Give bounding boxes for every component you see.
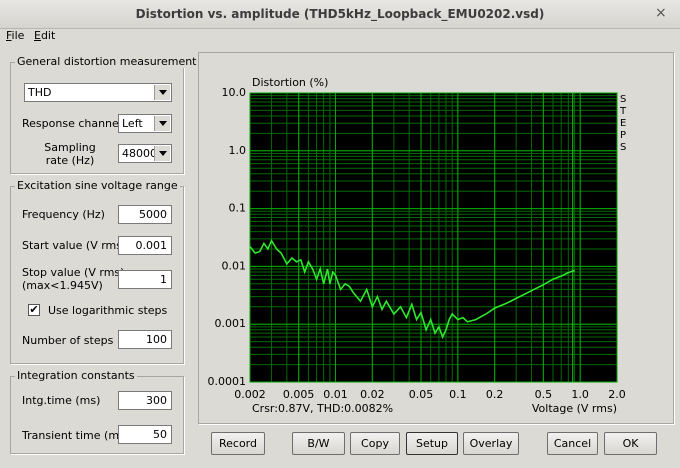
cursor-readout: Crsr:0.87V, THD:0.0082% <box>252 402 393 415</box>
x-tick-label: 0.2 <box>486 388 504 401</box>
text-input[interactable]: 5000 <box>118 205 172 224</box>
dropdown[interactable]: Left <box>118 114 172 133</box>
button[interactable]: Setup <box>406 432 458 455</box>
checkbox-label: Use logarithmic steps <box>48 304 168 317</box>
x-tick-label: 1.0 <box>571 388 589 401</box>
y-tick-label: 0.001 <box>215 317 247 330</box>
x-axis-label: Voltage (V rms) <box>532 402 617 415</box>
data-line <box>249 238 575 340</box>
field-label: Stop value (V rms) <box>22 266 125 279</box>
field-label: Intg.time (ms) <box>22 394 101 407</box>
menu-item[interactable]: File <box>6 29 25 42</box>
dropdown-arrow <box>159 90 167 95</box>
text-input[interactable]: 0.001 <box>118 236 172 255</box>
group-legend: General distortion measurement <box>15 55 199 68</box>
plot-border <box>249 92 618 383</box>
close-button[interactable]: × <box>655 5 667 21</box>
field-label: Sampling rate (Hz) <box>44 141 96 167</box>
y-tick-label: 0.0001 <box>208 375 247 388</box>
button[interactable]: Overlay <box>463 432 519 455</box>
x-tick-label: 0.002 <box>234 388 266 401</box>
field-label: Transient time (ms) <box>22 429 130 442</box>
title-bar <box>0 0 680 29</box>
plot-panel <box>198 52 674 424</box>
button[interactable]: Copy <box>350 432 400 455</box>
x-tick-label: 0.5 <box>535 388 553 401</box>
menu-item[interactable]: Edit <box>34 29 56 42</box>
dropdown[interactable]: THD <box>24 83 172 102</box>
y-tick-label: 1.0 <box>229 144 247 157</box>
y-tick-label: 0.1 <box>229 202 247 215</box>
plot-area <box>250 93 617 382</box>
field-label: Response channel <box>22 117 122 130</box>
steps-label: STEPS <box>620 94 627 153</box>
group-legend: Integration constants <box>15 369 137 382</box>
field-label: Frequency (Hz) <box>22 208 105 221</box>
button[interactable]: OK <box>604 432 657 455</box>
text-input[interactable]: 300 <box>118 391 172 410</box>
y-axis-label: Distortion (%) <box>252 76 328 89</box>
window-title: Distortion vs. amplitude (THD5kHz_Loopba… <box>135 7 545 21</box>
x-tick-label: 0.02 <box>360 388 385 401</box>
x-tick-label: 0.01 <box>323 388 348 401</box>
button[interactable]: Cancel <box>547 432 598 455</box>
text-input[interactable]: 100 <box>118 330 172 349</box>
y-tick-label: 0.01 <box>222 259 247 272</box>
text-input[interactable]: 1 <box>118 270 172 289</box>
x-tick-label: 0.005 <box>283 388 315 401</box>
text-input[interactable]: 50 <box>118 425 172 444</box>
button[interactable]: B/W <box>292 432 345 455</box>
x-tick-label: 2.0 <box>608 388 626 401</box>
x-tick-label: 0.05 <box>409 388 434 401</box>
field-label: Start value (V rms) <box>22 239 127 252</box>
field-note: (max<1.945V) <box>22 279 103 292</box>
dropdown-arrow <box>159 121 167 126</box>
group-legend: Excitation sine voltage range <box>15 179 180 192</box>
button[interactable]: Record <box>211 432 265 455</box>
field-label: Number of steps <box>22 334 114 347</box>
checkbox[interactable]: ✔ <box>28 303 40 316</box>
dropdown[interactable]: 48000 <box>118 144 172 163</box>
dropdown-arrow <box>159 151 167 156</box>
x-tick-label: 0.1 <box>449 388 467 401</box>
y-tick-label: 10.0 <box>222 86 247 99</box>
